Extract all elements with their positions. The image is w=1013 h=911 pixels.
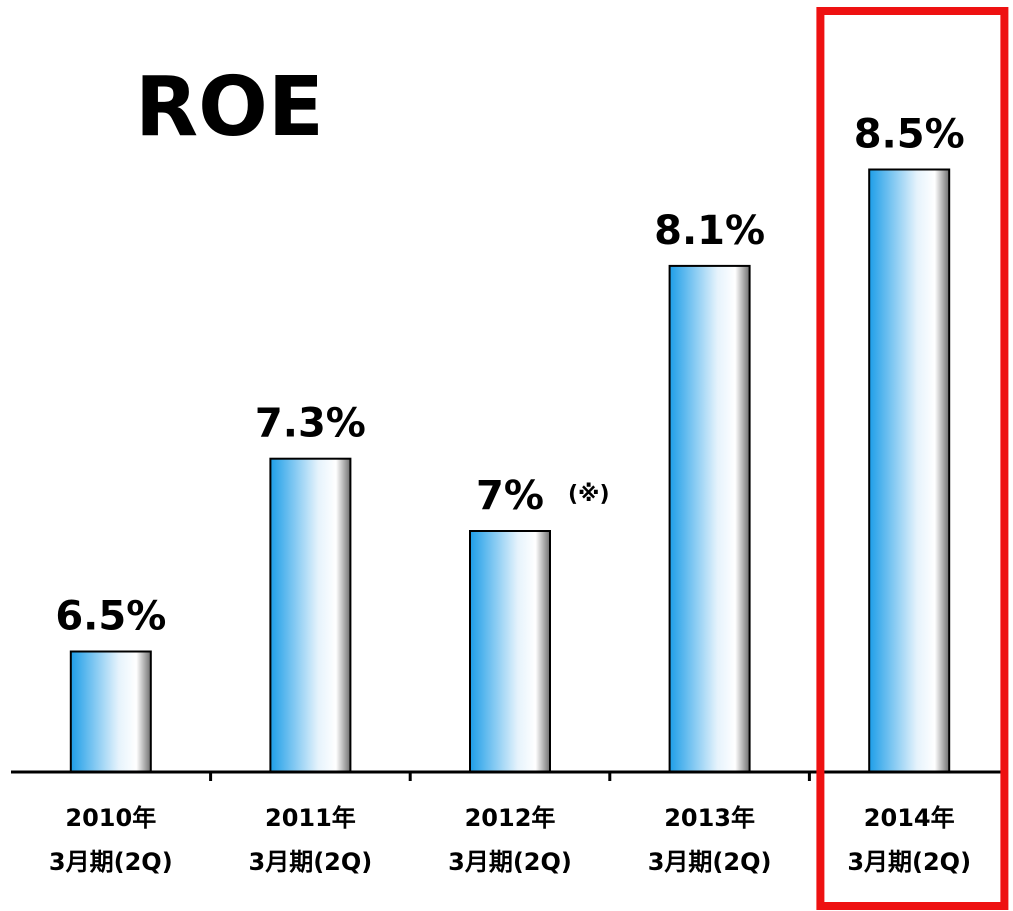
annotation: (※): [568, 482, 610, 507]
bar: [668, 264, 751, 773]
data-label: 8.5%: [854, 112, 965, 158]
data-label: 7.3%: [255, 401, 366, 447]
x-tick-label: 2014年: [864, 804, 955, 832]
data-label: 8.1%: [654, 208, 765, 254]
chart-title: ROE: [135, 60, 324, 155]
x-tick-label: 3月期(2Q): [49, 848, 173, 876]
x-tick-label: 3月期(2Q): [847, 848, 971, 876]
bar: [868, 168, 951, 773]
x-tick-label: 2012年: [465, 804, 556, 832]
bar: [469, 530, 551, 773]
x-tick-label: 3月期(2Q): [249, 848, 373, 876]
data-label: 6.5%: [55, 594, 166, 640]
bar: [69, 650, 152, 773]
x-tick-label: 2010年: [65, 804, 156, 832]
bar: [269, 457, 352, 773]
x-tick-label: 3月期(2Q): [648, 848, 772, 876]
x-tick-label: 3月期(2Q): [448, 848, 572, 876]
highlight-frame: [816, 7, 1009, 910]
data-label: 7%: [476, 473, 544, 519]
x-tick-label: 2013年: [664, 804, 755, 832]
x-tick-label: 2011年: [265, 804, 356, 832]
